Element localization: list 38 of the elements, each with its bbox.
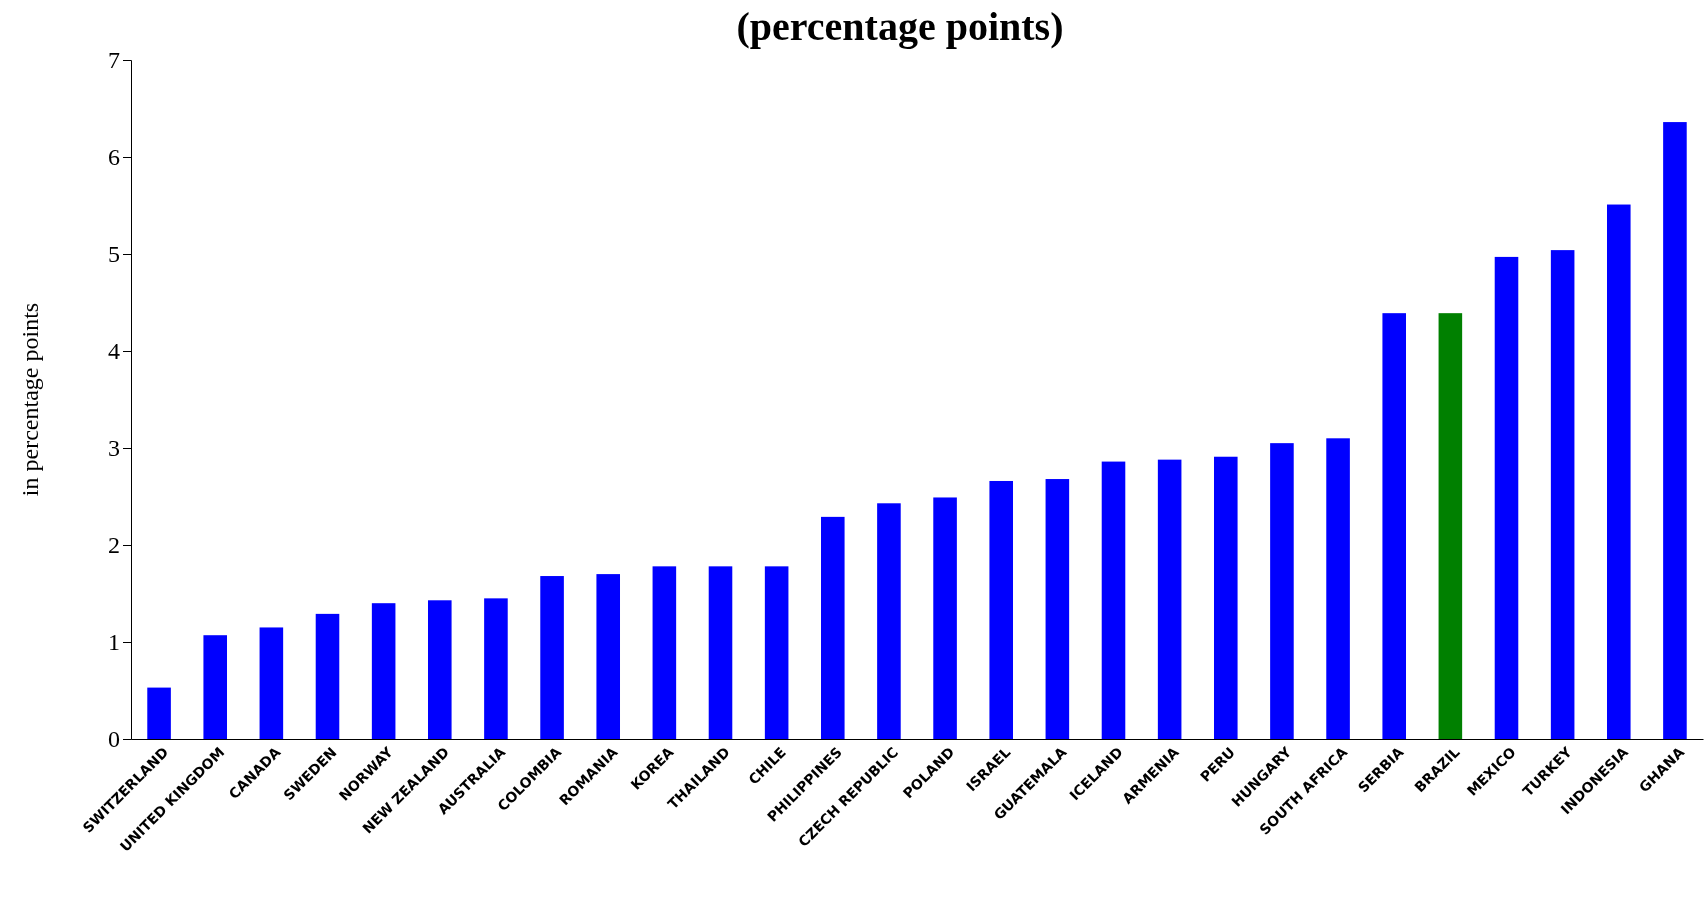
bar xyxy=(371,603,396,739)
bar xyxy=(596,574,620,739)
y-tick-label: 5 xyxy=(108,241,120,268)
bar xyxy=(315,613,340,739)
bar xyxy=(147,687,171,739)
bar xyxy=(989,480,1013,739)
bar xyxy=(1550,250,1575,739)
bar xyxy=(540,576,564,739)
bar xyxy=(1663,122,1687,739)
y-tick-label: 7 xyxy=(108,47,120,74)
bar xyxy=(764,566,789,739)
bar xyxy=(1045,479,1070,739)
bar xyxy=(428,600,452,739)
chart-title: (percentage points) xyxy=(736,4,1064,49)
bar xyxy=(259,627,284,739)
bar xyxy=(203,635,227,739)
bar xyxy=(1101,461,1126,739)
y-tick-label: 0 xyxy=(108,726,120,753)
bar xyxy=(1438,313,1463,739)
y-tick-label: 3 xyxy=(108,435,120,462)
y-tick-label: 2 xyxy=(108,532,120,559)
bar xyxy=(1326,438,1350,739)
y-tick-label: 4 xyxy=(108,338,120,365)
y-tick-label: 1 xyxy=(108,629,120,656)
bar xyxy=(1270,443,1294,739)
bar xyxy=(1157,459,1182,739)
bar xyxy=(484,598,508,739)
bar xyxy=(1382,313,1406,739)
bar xyxy=(821,516,845,739)
bar xyxy=(877,503,901,739)
bar xyxy=(708,566,733,739)
bar xyxy=(1494,256,1519,739)
bar xyxy=(933,497,957,739)
bar xyxy=(652,566,677,739)
y-axis-title: in percentage points xyxy=(17,302,43,497)
y-tick-label: 6 xyxy=(108,144,120,171)
bar xyxy=(1607,204,1631,739)
bar xyxy=(1214,456,1238,739)
